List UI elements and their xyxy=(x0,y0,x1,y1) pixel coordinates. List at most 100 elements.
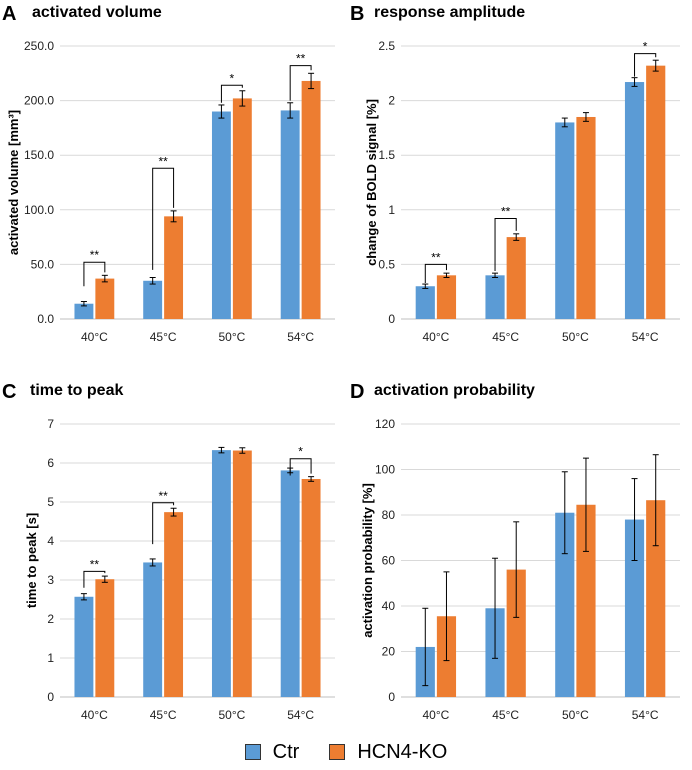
panel-a-ytick-label: 200.0 xyxy=(24,94,54,108)
panel-a-ytick-label: 250.0 xyxy=(24,39,54,53)
panel-d-ytick-label: 120 xyxy=(375,417,395,431)
panel-c-ytick-label: 4 xyxy=(47,534,54,548)
legend-swatch-ctr xyxy=(244,744,261,760)
panel-b-bar-ctr xyxy=(415,286,435,319)
panel-b-letter: B xyxy=(350,3,364,25)
panel-b-xtick-label: 54°C xyxy=(632,330,659,344)
legend-swatch-hcn4-ko xyxy=(329,744,346,760)
panel-b-significance-bracket xyxy=(424,263,447,283)
legend-item-ctr: Ctr xyxy=(244,740,300,764)
panel-d-ytick-label: 20 xyxy=(382,645,396,659)
panel-a-significance-label: * xyxy=(230,71,235,85)
panel-a-bar-ctr xyxy=(211,111,231,320)
panel-d-bar-hcn4-ko xyxy=(646,500,666,697)
panel-c-ytick-label: 0 xyxy=(47,690,54,704)
panel-c-xtick-label: 40°C xyxy=(81,708,108,722)
panel-d-ytick-label: 60 xyxy=(382,554,396,568)
panel-c-ytick-label: 3 xyxy=(47,573,54,587)
panel-b-title: response amplitude xyxy=(374,4,525,21)
panel-c-xtick-label: 54°C xyxy=(287,708,314,722)
panel-d-bar-hcn4-ko xyxy=(506,569,526,697)
panel-a-ytick-label: 100.0 xyxy=(24,203,54,217)
panel-a-bar-ctr xyxy=(143,280,163,319)
panel-a-letter: A xyxy=(2,3,16,25)
panel-a-bar-hcn4-ko xyxy=(232,98,252,319)
panel-d-xtick-label: 45°C xyxy=(492,708,519,722)
panel-b-significance-label: ** xyxy=(431,250,441,264)
panel-c-bar-ctr xyxy=(280,470,300,697)
panel-b-ytick-label: 0 xyxy=(388,312,395,326)
legend-label-hcn4-ko: HCN4-KO xyxy=(357,740,448,763)
panel-a-significance-label: ** xyxy=(296,52,306,66)
panel-b-ytick-label: 0.5 xyxy=(378,257,395,271)
panel-a-ytick-label: 50.0 xyxy=(31,257,55,271)
panel-a-bar-hcn4-ko xyxy=(164,216,184,319)
panel-c-significance-bracket xyxy=(83,570,106,588)
panel-a-ytick-label: 0.0 xyxy=(37,312,54,326)
panel-b-significance-label: * xyxy=(643,40,648,54)
panel-c-bar-ctr xyxy=(74,596,94,697)
panel-c-bar-hcn4-ko xyxy=(301,478,321,697)
panel-c-bar-ctr xyxy=(143,562,163,697)
panel-d-bar-ctr xyxy=(555,512,575,697)
panel-a-ytick-label: 150.0 xyxy=(24,148,54,162)
panel-d-title: activation probability xyxy=(374,382,535,399)
panel-c-title: time to peak xyxy=(30,382,123,399)
panel-d-xtick-label: 50°C xyxy=(562,708,589,722)
panel-b-significance-bracket xyxy=(494,218,517,271)
panel-d-letter: D xyxy=(350,381,364,403)
panel-a-significance-bracket xyxy=(83,261,106,287)
panel-c-xtick-label: 45°C xyxy=(150,708,177,722)
panel-c-ylabel: time to peak [s] xyxy=(24,513,39,608)
panel-b-bar-ctr xyxy=(555,122,575,319)
panel-c-significance-label: ** xyxy=(90,557,100,571)
panel-c-letter: C xyxy=(2,381,16,403)
panel-c-significance-bracket xyxy=(289,458,312,476)
panel-b-ytick-label: 2.5 xyxy=(378,39,395,53)
panel-a-significance-bracket xyxy=(220,84,243,103)
panel-c-xtick-label: 50°C xyxy=(218,708,245,722)
panel-a-ylabel: activated volume [mm³] xyxy=(6,110,21,255)
panel-b-bar-hcn4-ko xyxy=(646,65,666,319)
panel-b-ytick-label: 1.5 xyxy=(378,148,395,162)
panel-b-ytick-label: 1 xyxy=(388,203,395,217)
legend-label-ctr: Ctr xyxy=(272,740,300,763)
panel-a-significance-bracket xyxy=(289,65,312,101)
panel-b-bar-hcn4-ko xyxy=(506,237,526,319)
panel-d-ytick-label: 0 xyxy=(388,690,395,704)
panel-d-ytick-label: 80 xyxy=(382,508,396,522)
panel-c-bar-hcn4-ko xyxy=(95,579,115,697)
panel-b-bar-hcn4-ko xyxy=(576,116,596,319)
panel-d-xtick-label: 40°C xyxy=(422,708,449,722)
panel-c-ytick-label: 7 xyxy=(47,417,54,431)
panel-b-bar-ctr xyxy=(624,82,645,319)
panel-a-xtick-label: 54°C xyxy=(287,330,314,344)
panel-a-title: activated volume xyxy=(32,4,162,21)
panel-a-bar-ctr xyxy=(280,110,300,319)
panel-b-significance-bracket xyxy=(634,53,657,77)
panel-c-significance-label: * xyxy=(298,445,303,459)
panel-b-bar-ctr xyxy=(485,275,505,319)
panel-c-bar-ctr xyxy=(211,450,231,697)
panel-b-xtick-label: 40°C xyxy=(422,330,449,344)
panel-c-significance-bracket xyxy=(152,502,175,545)
panel-c-ytick-label: 1 xyxy=(47,651,54,665)
legend: Ctr HCN4-KO xyxy=(0,738,692,766)
panel-a-xtick-label: 50°C xyxy=(218,330,245,344)
panel-c-ytick-label: 2 xyxy=(47,612,54,626)
panel-b-ytick-label: 2 xyxy=(388,94,395,108)
panel-c-ytick-label: 5 xyxy=(47,495,54,509)
panel-b-bar-hcn4-ko xyxy=(436,275,457,319)
panel-a-xtick-label: 40°C xyxy=(81,330,108,344)
panel-d-bar-hcn4-ko xyxy=(576,504,596,697)
legend-item-hcn4-ko: HCN4-KO xyxy=(329,741,447,764)
panel-a-bar-ctr xyxy=(74,303,94,319)
panel-a-significance-label: ** xyxy=(90,248,100,262)
panel-b-ylabel: change of BOLD signal [%] xyxy=(364,99,379,266)
panel-b-xtick-label: 50°C xyxy=(562,330,589,344)
panel-c-bar-hcn4-ko xyxy=(232,450,252,697)
panel-d-xtick-label: 54°C xyxy=(632,708,659,722)
panel-c-ytick-label: 6 xyxy=(47,456,54,470)
panel-d-bar-ctr xyxy=(624,519,645,697)
